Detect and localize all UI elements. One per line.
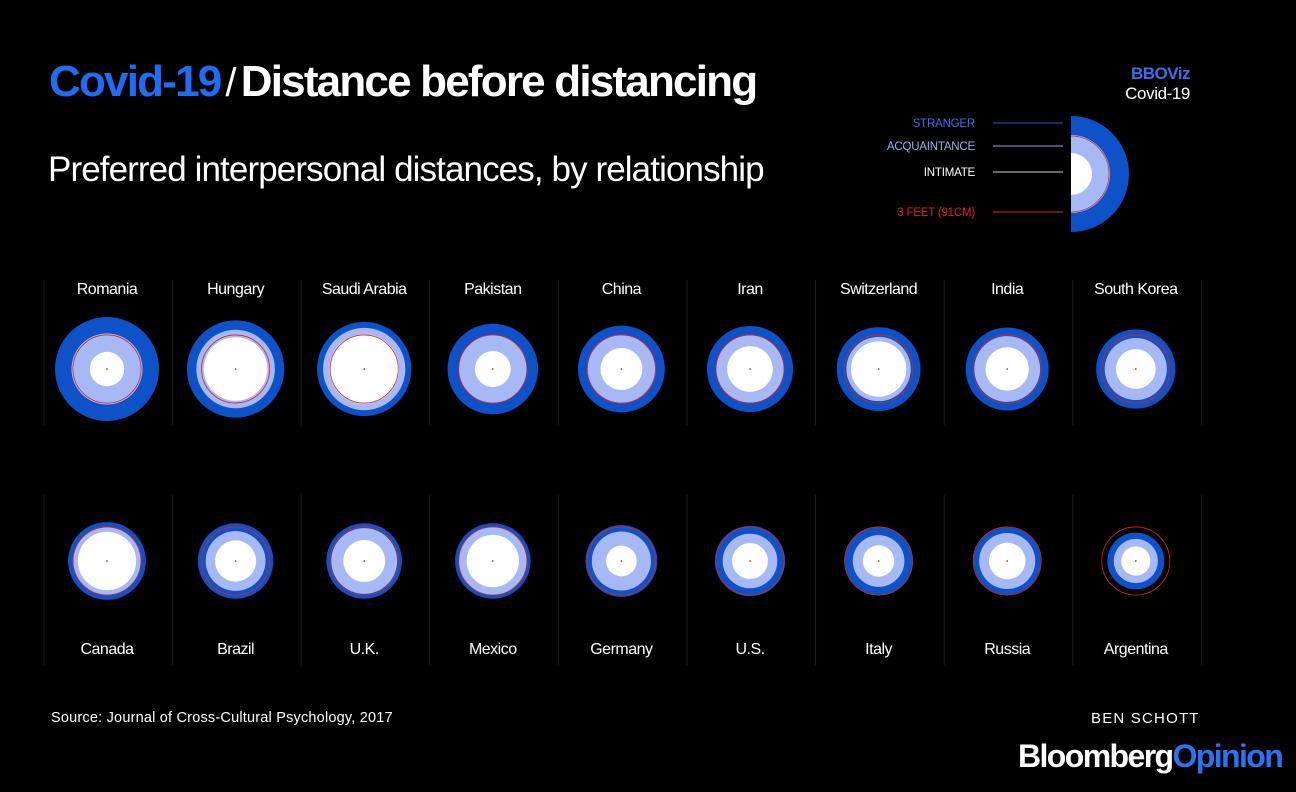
center-dot <box>877 560 880 562</box>
center-dot <box>1134 560 1137 562</box>
source-note: Source: Journal of Cross-Cultural Psycho… <box>51 710 393 726</box>
center-dot <box>1134 368 1137 370</box>
country-circle-group <box>455 523 531 599</box>
country-label: South Korea <box>1094 281 1178 298</box>
center-dot <box>106 368 108 370</box>
reference-3ft-ring <box>458 334 528 404</box>
reference-3ft-ring <box>1101 526 1171 596</box>
center-dot <box>234 560 237 562</box>
legend-reference-ring <box>1071 135 1110 213</box>
country-circle-group <box>965 327 1049 411</box>
country-label: Mexico <box>468 641 517 658</box>
country-label: U.K. <box>349 641 380 658</box>
center-dot <box>620 368 623 370</box>
title-separator: / <box>225 61 236 105</box>
country-label: Brazil <box>217 641 255 658</box>
country-circle-group <box>326 523 402 599</box>
reference-3ft-ring <box>72 334 142 404</box>
country-label: Switzerland <box>839 281 918 298</box>
center-dot <box>491 368 494 370</box>
reference-3ft-ring <box>586 526 656 596</box>
country-label: India <box>991 281 1024 298</box>
title-prefix: Covid-19 <box>49 57 222 106</box>
reference-3ft-ring <box>844 526 914 596</box>
country-circle-group <box>447 323 539 415</box>
center-dot <box>1006 560 1009 562</box>
title-main: Distance before distancing <box>240 57 758 106</box>
logo-part-bloomberg: Bloomberg <box>1018 738 1174 774</box>
country-circle-group <box>68 522 146 600</box>
reference-3ft-ring <box>72 526 142 596</box>
country-circle-group <box>585 525 658 597</box>
reference-3ft-ring <box>201 526 271 596</box>
center-dot <box>620 560 623 562</box>
center-dot <box>1006 368 1009 370</box>
legend-half-circles <box>1071 116 1129 232</box>
center-dot <box>363 368 366 370</box>
chart-subtitle: Preferred interpersonal distances, by re… <box>48 150 765 189</box>
country-label: Pakistan <box>464 281 522 298</box>
reference-3ft-ring <box>972 334 1042 404</box>
country-circle-group <box>197 523 274 599</box>
reference-3ft-ring <box>201 334 271 404</box>
legend: STRANGER ACQUAINTANCE INTIMATE 3 FEET (91CM… <box>887 116 1129 232</box>
country-circle-group <box>836 327 921 411</box>
country-circle-group <box>578 325 665 413</box>
logo-part-opinion: Opinion <box>1172 738 1284 774</box>
country-circle-group <box>186 320 285 418</box>
country-circle-group <box>1096 329 1176 409</box>
legend-stranger-label: STRANGER <box>913 118 975 130</box>
country-circle-group <box>55 317 159 421</box>
center-dot <box>749 560 751 562</box>
country-label: U.S. <box>735 641 765 658</box>
author-credit: BEN SCHOTT <box>1091 710 1200 727</box>
country-label: Hungary <box>207 281 265 298</box>
center-dot <box>749 368 751 370</box>
legend-intimate-circle <box>1071 153 1092 195</box>
country-circle-group <box>844 526 914 596</box>
country-label: Romania <box>76 281 138 298</box>
reference-3ft-ring <box>972 526 1042 596</box>
center-dot <box>234 368 237 370</box>
country-label: Argentina <box>1103 641 1169 658</box>
center-dot <box>106 560 108 562</box>
column-dividers <box>43 280 1202 665</box>
reference-3ft-ring <box>586 334 656 404</box>
reference-3ft-ring <box>458 526 528 596</box>
reference-3ft-ring <box>329 334 399 404</box>
country-label: Italy <box>865 641 893 658</box>
bloomberg-opinion-logo: BloombergOpinion <box>1018 738 1284 775</box>
country-circle-group <box>317 321 412 417</box>
country-circle-group <box>972 526 1042 596</box>
reference-3ft-ring <box>715 526 785 596</box>
country-label: China <box>601 281 642 298</box>
country-circle-group <box>1101 526 1171 596</box>
center-dot <box>877 368 880 370</box>
center-dot <box>491 560 494 562</box>
reference-3ft-ring <box>844 334 914 404</box>
brand-line-2: Covid-19 <box>1125 84 1190 103</box>
country-label: Canada <box>80 641 134 658</box>
page-title: Covid-19/Distance before distancing <box>49 52 758 112</box>
country-circles <box>55 317 1176 600</box>
reference-3ft-ring <box>329 526 399 596</box>
reference-3ft-ring <box>715 334 785 404</box>
country-label: Iran <box>737 281 763 298</box>
brand-line-1: BBOViz <box>1130 64 1191 83</box>
center-dot <box>363 560 366 562</box>
country-circle-group <box>706 325 794 413</box>
legend-intimate-label: INTIMATE <box>924 167 976 179</box>
country-label: Russia <box>984 641 1031 658</box>
legend-acquaintance-label: ACQUAINTANCE <box>887 141 976 153</box>
legend-reference-label: 3 FEET (91CM) <box>897 207 975 219</box>
country-label: Saudi Arabia <box>321 281 407 298</box>
country-label: Germany <box>590 641 653 658</box>
reference-3ft-ring <box>1101 334 1171 404</box>
brand-tag: BBOViz Covid-19 <box>1125 64 1190 104</box>
country-circle-group <box>714 525 786 597</box>
